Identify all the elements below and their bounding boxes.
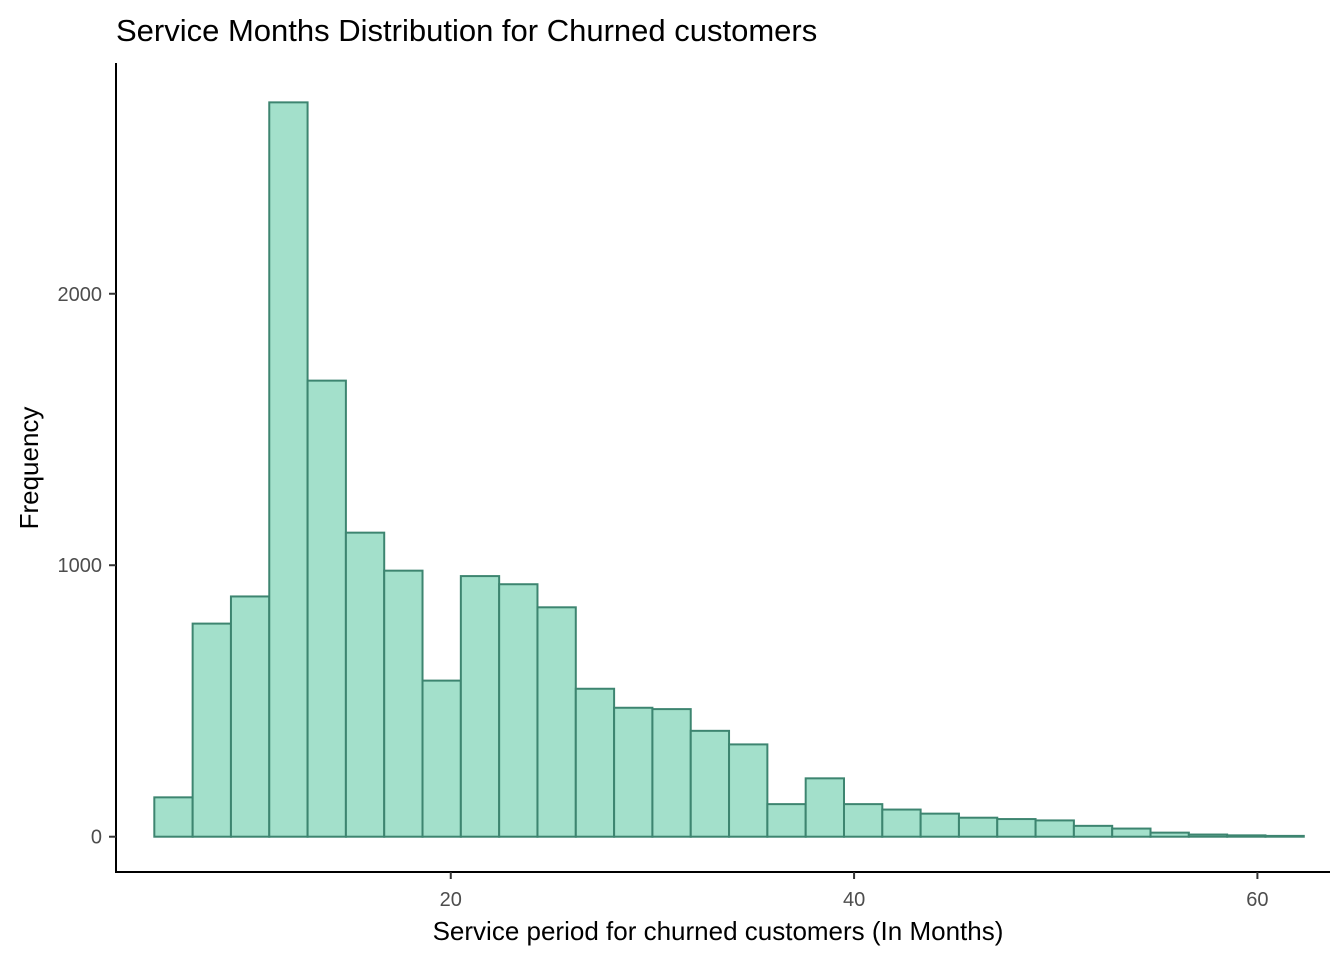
histogram-bar-11 [536,606,577,838]
histogram-bar-6 [344,531,386,838]
chart-title: Service Months Distribution for Churned … [116,13,817,48]
histogram-bar-26 [1111,827,1152,838]
histogram-bar-27 [1149,831,1190,838]
histogram-bar-19 [842,803,884,838]
histogram-bar-7 [383,569,424,838]
histogram-bar-8 [421,679,462,838]
x-axis-label: Service period for churned customers (In… [433,916,1004,946]
histogram-bar-14 [651,708,692,838]
histogram-bar-10 [498,583,539,838]
histogram-bar-17 [766,803,807,838]
y-tick-label: 2000 [58,284,103,306]
histogram-bar-18 [804,777,845,838]
y-axis-label: Frequency [14,407,44,530]
histogram-bar-28 [1187,833,1229,838]
histogram-bar-24 [1034,819,1075,838]
histogram-bar-16 [728,743,769,838]
y-tick-label: 1000 [58,555,103,577]
x-axis-ticks: 20 40 60 [440,872,1269,911]
histogram-bar-15 [689,729,731,838]
histogram-bar-29 [1226,834,1267,838]
histogram-bar-3 [229,595,271,838]
histogram-bar-4 [268,101,309,838]
histogram-bar-25 [1072,824,1114,838]
histogram-bar-22 [957,816,999,838]
y-tick-label: 0 [91,827,102,849]
histogram-bar-1 [153,796,194,838]
x-tick-label: 40 [843,889,865,911]
histogram-bar-5 [306,379,347,838]
histogram-bar-13 [613,706,654,838]
y-axis-ticks: 0 1000 2000 [58,284,116,849]
x-tick-label: 60 [1246,889,1268,911]
x-tick-label: 20 [440,889,462,911]
histogram-bar-30 [1264,834,1305,838]
histogram-bar-23 [996,818,1037,838]
histogram-bar-9 [459,575,501,838]
histogram-bar-2 [191,622,232,838]
histogram-bar-12 [574,687,616,838]
histogram-bar-20 [881,808,922,838]
histogram-bar-21 [919,812,960,838]
histogram-bars [153,101,1305,838]
